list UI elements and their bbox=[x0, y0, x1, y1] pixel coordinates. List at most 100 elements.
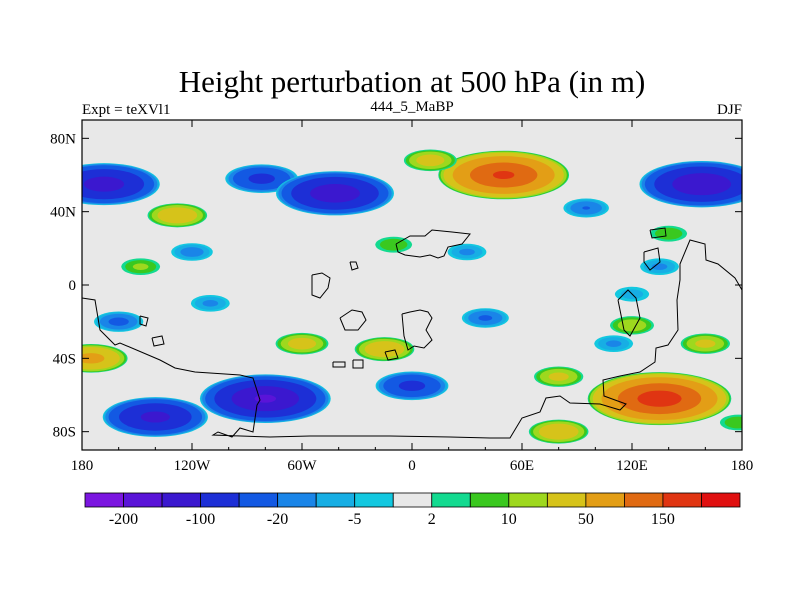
x-axis: 180 120W 60W 0 60E 120E 180 bbox=[71, 120, 754, 474]
contour-band bbox=[248, 173, 275, 184]
contour-band bbox=[157, 207, 198, 224]
anomaly-center bbox=[594, 335, 634, 352]
colorbar-swatch bbox=[546, 492, 587, 508]
contour-band bbox=[287, 337, 317, 350]
colorbar-swatch bbox=[200, 492, 240, 508]
contour-band bbox=[416, 154, 445, 167]
contour-band bbox=[140, 411, 170, 423]
contour-band bbox=[548, 372, 569, 381]
anomaly-center bbox=[528, 419, 589, 444]
x-tick-label: 120E bbox=[616, 458, 648, 474]
anomaly-center bbox=[375, 371, 449, 401]
contour-band bbox=[582, 206, 591, 210]
colorbar-label: -20 bbox=[267, 511, 288, 528]
colorbar-label: 10 bbox=[501, 511, 517, 528]
contour-band bbox=[132, 263, 149, 270]
contour-band bbox=[637, 390, 682, 407]
colorbar-swatch bbox=[84, 492, 124, 508]
colorbar-swatch bbox=[469, 492, 510, 508]
anomaly-center bbox=[199, 374, 331, 423]
y-tick-label: 80S bbox=[53, 425, 76, 441]
colorbar-swatch bbox=[161, 492, 201, 508]
anomaly-center bbox=[461, 308, 509, 328]
anomaly-center bbox=[121, 258, 161, 275]
contour-band bbox=[83, 176, 125, 192]
x-tick-label: 180 bbox=[71, 458, 94, 474]
anomaly-center bbox=[563, 198, 609, 218]
colorbar-swatch bbox=[662, 492, 702, 508]
anomaly-center bbox=[275, 332, 329, 355]
contour-band bbox=[724, 416, 742, 429]
anomaly-center bbox=[190, 295, 230, 312]
anomaly-center bbox=[680, 333, 730, 354]
colorbar-swatch bbox=[701, 492, 741, 508]
x-tick-label: 0 bbox=[408, 458, 416, 474]
colorbar-swatch bbox=[315, 492, 356, 508]
contour-band bbox=[459, 248, 475, 256]
y-tick-label: 80N bbox=[50, 131, 76, 147]
season-label: DJF bbox=[717, 102, 742, 118]
anomaly-center bbox=[82, 163, 160, 206]
colorbar-swatch bbox=[508, 492, 548, 508]
anomaly-center bbox=[640, 258, 679, 275]
colorbar-swatch bbox=[238, 492, 279, 508]
contour-band bbox=[605, 340, 622, 347]
colorbar-label: -100 bbox=[186, 511, 215, 528]
contour-band bbox=[538, 423, 579, 440]
contour-band bbox=[492, 171, 515, 179]
y-tick-label: 40N bbox=[50, 205, 76, 221]
contour-band bbox=[202, 300, 219, 307]
colorbar-swatch bbox=[123, 492, 163, 508]
colorbar-label: 150 bbox=[651, 511, 675, 528]
continent-outline bbox=[82, 227, 742, 439]
contour-band bbox=[180, 247, 204, 257]
anomaly-center bbox=[639, 160, 742, 208]
contour-band bbox=[617, 319, 647, 332]
x-tick-label: 180 bbox=[731, 458, 754, 474]
anomaly-center bbox=[403, 149, 457, 172]
contour-band bbox=[254, 394, 277, 403]
contour-band bbox=[310, 184, 360, 203]
anomaly-center bbox=[354, 337, 415, 362]
contour-band bbox=[379, 238, 408, 251]
contour-band bbox=[478, 315, 493, 321]
contour-band bbox=[672, 173, 732, 196]
anomaly-center bbox=[276, 171, 394, 216]
colorbar-label: -5 bbox=[348, 511, 361, 528]
colorbar-label: 50 bbox=[578, 511, 594, 528]
anomaly-center bbox=[375, 236, 413, 253]
anomaly-center bbox=[82, 344, 128, 373]
colorbar-swatch bbox=[431, 492, 471, 508]
colorbar-swatch bbox=[624, 492, 664, 508]
run-label: 444_5_MaBP bbox=[370, 99, 453, 115]
anomaly-center bbox=[610, 316, 654, 335]
x-tick-label: 60E bbox=[510, 458, 534, 474]
y-tick-label: 0 bbox=[69, 278, 77, 294]
colorbar-swatch bbox=[354, 492, 394, 508]
contour-band bbox=[398, 380, 426, 392]
colorbar-swatch bbox=[392, 492, 433, 508]
experiment-label: Expt = teXVl1 bbox=[82, 102, 170, 118]
y-tick-label: 40S bbox=[53, 351, 76, 367]
chart-title: Height perturbation at 500 hPa (in m) bbox=[179, 64, 646, 99]
anomaly-center bbox=[719, 414, 742, 431]
anomaly-center bbox=[147, 203, 208, 228]
colorbar: -200 -100 -20 -5 2 10 50 150 bbox=[84, 492, 741, 528]
height-anomaly-field bbox=[82, 120, 742, 450]
anomaly-center bbox=[171, 243, 213, 261]
colorbar-swatch bbox=[585, 492, 625, 508]
anomaly-center bbox=[534, 366, 584, 387]
colorbar-swatch bbox=[277, 492, 317, 508]
x-tick-label: 120W bbox=[174, 458, 212, 474]
anomaly-center bbox=[438, 150, 570, 200]
contour-band bbox=[364, 341, 405, 358]
anomaly-center bbox=[94, 311, 144, 332]
colorbar-label: 2 bbox=[428, 511, 436, 528]
anomaly-center bbox=[447, 243, 487, 261]
x-tick-label: 60W bbox=[287, 458, 317, 474]
contour-band bbox=[695, 339, 716, 348]
anomaly-center bbox=[102, 397, 208, 437]
anomaly-center bbox=[650, 225, 688, 242]
y-axis: 80N 40N 0 40S 80S bbox=[50, 131, 742, 441]
anomaly-center bbox=[587, 372, 732, 426]
